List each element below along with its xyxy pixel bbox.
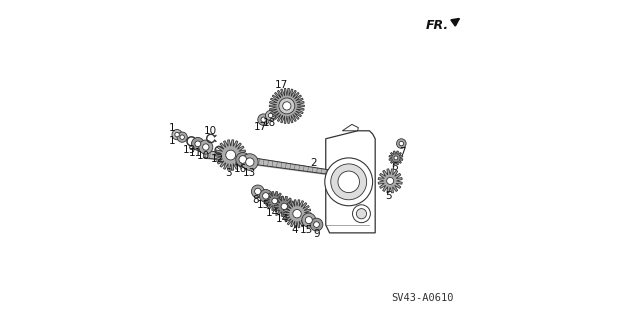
Text: 14: 14 bbox=[275, 213, 289, 224]
Text: 17: 17 bbox=[253, 122, 267, 132]
Polygon shape bbox=[265, 191, 284, 211]
Circle shape bbox=[262, 193, 269, 199]
Circle shape bbox=[258, 114, 269, 125]
Text: 15: 15 bbox=[300, 225, 313, 235]
Text: 15: 15 bbox=[257, 200, 270, 210]
Circle shape bbox=[226, 150, 236, 160]
Text: 12: 12 bbox=[211, 154, 223, 164]
Circle shape bbox=[397, 139, 406, 148]
Text: 17: 17 bbox=[275, 80, 288, 90]
Circle shape bbox=[324, 158, 372, 206]
Text: 1: 1 bbox=[170, 136, 176, 146]
Polygon shape bbox=[326, 131, 375, 233]
Circle shape bbox=[255, 188, 261, 195]
Circle shape bbox=[356, 209, 367, 219]
Text: 9: 9 bbox=[313, 229, 320, 240]
Text: 16: 16 bbox=[234, 164, 248, 174]
Circle shape bbox=[272, 198, 278, 204]
Circle shape bbox=[241, 154, 258, 170]
Text: 1: 1 bbox=[170, 123, 176, 133]
Text: 7: 7 bbox=[399, 146, 406, 157]
Circle shape bbox=[259, 189, 272, 202]
Circle shape bbox=[203, 144, 209, 150]
Text: 11: 11 bbox=[189, 148, 202, 158]
Circle shape bbox=[252, 185, 264, 198]
Text: 10: 10 bbox=[204, 126, 216, 136]
Polygon shape bbox=[274, 196, 294, 217]
Polygon shape bbox=[269, 88, 305, 123]
Polygon shape bbox=[378, 169, 402, 193]
Text: 19: 19 bbox=[182, 145, 196, 155]
Text: 6: 6 bbox=[391, 162, 397, 172]
Circle shape bbox=[314, 222, 319, 227]
Circle shape bbox=[283, 102, 291, 110]
Text: 3: 3 bbox=[225, 168, 232, 178]
Circle shape bbox=[353, 205, 371, 223]
Circle shape bbox=[310, 218, 323, 231]
Polygon shape bbox=[342, 124, 358, 131]
Text: 4: 4 bbox=[291, 225, 298, 235]
Circle shape bbox=[279, 98, 295, 114]
Circle shape bbox=[293, 210, 301, 218]
Polygon shape bbox=[216, 140, 246, 170]
Circle shape bbox=[387, 177, 394, 184]
Circle shape bbox=[281, 203, 287, 210]
Text: SV43-A0610: SV43-A0610 bbox=[391, 293, 453, 303]
Text: 10: 10 bbox=[197, 151, 210, 161]
Circle shape bbox=[191, 137, 204, 150]
Text: 5: 5 bbox=[385, 190, 392, 201]
Circle shape bbox=[246, 158, 254, 166]
Text: 8: 8 bbox=[252, 195, 259, 205]
Circle shape bbox=[305, 217, 312, 224]
Circle shape bbox=[180, 135, 184, 139]
Polygon shape bbox=[389, 151, 403, 165]
Text: 2: 2 bbox=[310, 158, 317, 168]
Circle shape bbox=[195, 141, 201, 147]
Circle shape bbox=[175, 132, 179, 137]
Text: FR.: FR. bbox=[426, 19, 449, 32]
Circle shape bbox=[331, 164, 367, 200]
Circle shape bbox=[281, 100, 292, 112]
Circle shape bbox=[399, 141, 404, 146]
Polygon shape bbox=[283, 200, 311, 228]
Circle shape bbox=[266, 110, 276, 121]
Circle shape bbox=[394, 156, 398, 160]
Circle shape bbox=[268, 113, 273, 118]
Circle shape bbox=[177, 132, 188, 142]
Circle shape bbox=[338, 171, 360, 193]
Circle shape bbox=[261, 117, 266, 122]
Circle shape bbox=[302, 213, 316, 227]
Text: 18: 18 bbox=[262, 118, 276, 129]
Circle shape bbox=[172, 130, 182, 140]
Circle shape bbox=[236, 152, 250, 167]
Circle shape bbox=[199, 140, 213, 154]
Text: 14: 14 bbox=[266, 208, 279, 218]
Text: 13: 13 bbox=[243, 168, 257, 178]
Circle shape bbox=[239, 156, 246, 163]
